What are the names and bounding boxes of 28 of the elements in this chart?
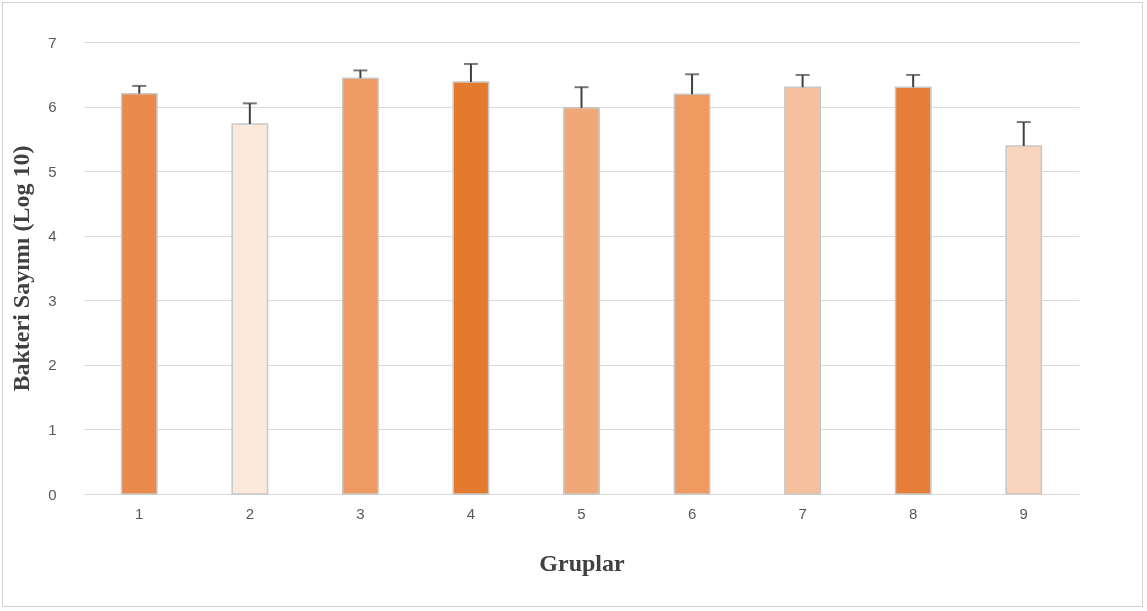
bar (894, 86, 932, 495)
bar (784, 86, 822, 495)
y-tick-label: 0 (48, 485, 57, 503)
x-tick-label: 4 (466, 504, 476, 522)
bar (341, 77, 379, 495)
y-axis-title: Bakteri Sayımı (Log 10) (8, 145, 35, 392)
bar (673, 93, 711, 495)
x-tick-label: 8 (908, 504, 918, 522)
x-tick-label: 3 (356, 504, 365, 522)
y-tick-label: 5 (48, 162, 57, 180)
y-tick-label: 7 (48, 33, 57, 51)
y-tick-label: 6 (48, 98, 57, 116)
bar (1005, 145, 1043, 495)
y-tick-label: 4 (48, 227, 57, 245)
x-tick-label: 2 (245, 504, 255, 522)
x-tick-label: 1 (135, 504, 144, 522)
bar (120, 92, 158, 495)
x-tick-label: 6 (687, 504, 697, 522)
bar (231, 123, 269, 495)
bar (452, 81, 490, 495)
x-tick-label: 5 (577, 504, 586, 522)
bar (563, 107, 600, 495)
y-tick-label: 2 (48, 356, 57, 374)
x-axis-title: Gruplar (539, 549, 626, 576)
x-tick-label: 9 (1019, 504, 1028, 522)
x-tick-label: 7 (798, 504, 807, 522)
y-tick-label: 3 (48, 291, 57, 309)
y-tick-label: 1 (48, 420, 57, 438)
